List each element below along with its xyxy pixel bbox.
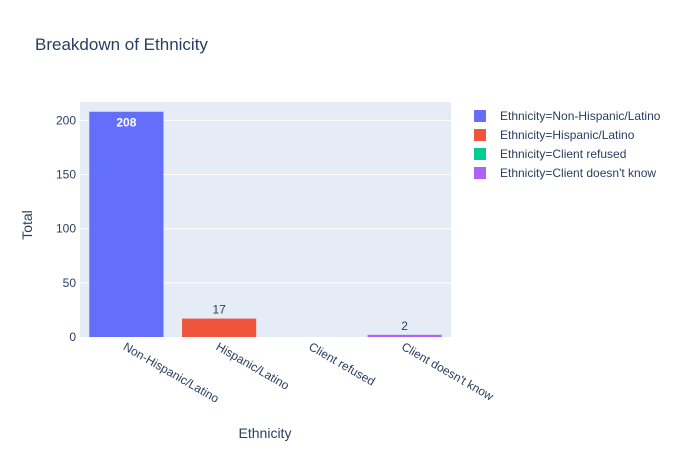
bar-data-label: 17: [212, 303, 226, 317]
bar[interactable]: [182, 318, 257, 337]
y-tick-label: 50: [63, 276, 77, 290]
legend-item-label[interactable]: Ethnicity=Client doesn't know: [500, 166, 656, 180]
legend-swatch[interactable]: [474, 129, 486, 141]
legend-swatch[interactable]: [474, 148, 486, 160]
y-axis-title: Total: [19, 210, 35, 240]
y-tick-label: 100: [56, 222, 76, 236]
bar-labels: 208 17 2: [116, 116, 408, 333]
legend-item-label[interactable]: Ethnicity=Non-Hispanic/Latino: [500, 109, 661, 123]
x-tick-label: Client refused: [306, 339, 377, 388]
legend: Ethnicity=Non-Hispanic/Latino Ethnicity=H…: [474, 109, 661, 180]
x-axis-title: Ethnicity: [239, 425, 292, 441]
bar[interactable]: [89, 111, 164, 337]
y-tick-label: 0: [69, 330, 76, 344]
legend-swatch[interactable]: [474, 167, 486, 179]
x-tick-label: Hispanic/Latino: [214, 339, 292, 392]
legend-item-label[interactable]: Ethnicity=Hispanic/Latino: [500, 128, 635, 142]
bars: [89, 111, 442, 337]
y-axis-ticks: 0 50 100 150 200: [56, 113, 76, 344]
x-tick-label: Client doesn't know: [399, 339, 496, 403]
bar[interactable]: [367, 334, 442, 337]
legend-item-label[interactable]: Ethnicity=Client refused: [500, 147, 626, 161]
legend-swatch[interactable]: [474, 110, 486, 122]
chart-title: Breakdown of Ethnicity: [35, 35, 208, 54]
y-tick-label: 200: [56, 113, 76, 127]
bar-data-label: 208: [116, 116, 136, 130]
bar-data-label: 2: [401, 319, 408, 333]
y-tick-label: 150: [56, 168, 76, 182]
x-tick-label: Non-Hispanic/Latino: [121, 339, 222, 405]
